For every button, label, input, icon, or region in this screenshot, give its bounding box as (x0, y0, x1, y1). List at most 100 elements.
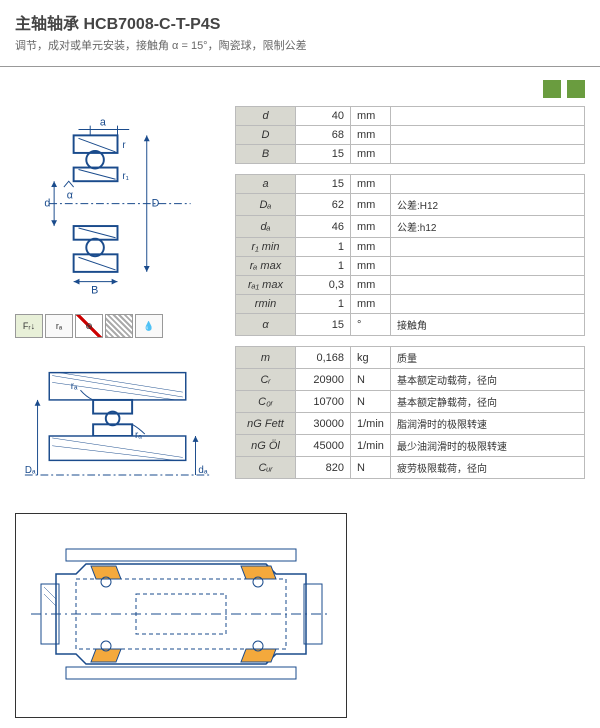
unit-cell: N (351, 391, 391, 413)
table-row: rₐ₁ max0,3mm (236, 276, 585, 295)
value-cell: 62 (296, 194, 351, 216)
bearing-right-top (241, 566, 276, 587)
unit-cell: mm (351, 276, 391, 295)
table-row: Cᵣ20900N基本额定动载荷，径向 (236, 369, 585, 391)
table-row: D68mm (236, 126, 585, 145)
pattern-icon (105, 314, 133, 338)
radius-icon: rₐ (45, 314, 73, 338)
symbol-cell: Cᵣ (236, 369, 296, 391)
subtitle: 调节，成对或单元安装，接触角 α = 15°，陶瓷球，限制公差 (15, 37, 585, 53)
value-cell: 1 (296, 238, 351, 257)
value-cell: 45000 (296, 435, 351, 457)
diagrams-column: a α d D B r r₁ Fᵣ↓ rₐ ⊗ 💧 (15, 106, 220, 503)
symbol-cell: nG Fett (236, 413, 296, 435)
unit-cell: mm (351, 257, 391, 276)
table-row: Dₐ62mm公差:H12 (236, 194, 585, 216)
desc-cell (391, 276, 585, 295)
divider (0, 66, 600, 67)
unit-cell: mm (351, 238, 391, 257)
bearing-left-bottom (91, 641, 121, 662)
unit-cell: N (351, 369, 391, 391)
desc-cell: 脂润滑时的极限转速 (391, 413, 585, 435)
table-row: d40mm (236, 107, 585, 126)
table-row: Cᵤᵣ820N疲劳极限载荷，径向 (236, 457, 585, 479)
unit-cell: 1/min (351, 435, 391, 457)
label-d: d (44, 198, 50, 210)
desc-cell (391, 295, 585, 314)
symbol-cell: Cᵤᵣ (236, 457, 296, 479)
bearing-cross-section: a α d D B r r₁ (15, 106, 220, 304)
value-cell: 0,168 (296, 347, 351, 369)
unit-cell: mm (351, 145, 391, 164)
table-row: r₁ min1mm (236, 238, 585, 257)
table-row: rmin1mm (236, 295, 585, 314)
table-row: α15°接触角 (236, 314, 585, 336)
table-row: nG Öl450001/min最少油润滑时的极限转速 (236, 435, 585, 457)
value-cell: 1 (296, 257, 351, 276)
value-cell: 1 (296, 295, 351, 314)
main-dimensions-table: d40mmD68mmB15mm (235, 106, 585, 164)
desc-cell (391, 145, 585, 164)
desc-cell: 公差:H12 (391, 194, 585, 216)
secondary-dimensions-table: a15mmDₐ62mm公差:H12dₐ46mm公差:h12r₁ min1mmrₐ… (235, 174, 585, 336)
action-icons (0, 75, 600, 106)
unit-cell: mm (351, 216, 391, 238)
label-B: B (91, 284, 98, 296)
value-cell: 15 (296, 314, 351, 336)
symbol-cell: B (236, 145, 296, 164)
table-row: a15mm (236, 175, 585, 194)
unit-cell: N (351, 457, 391, 479)
value-cell: 40 (296, 107, 351, 126)
bearing-left-top (91, 566, 121, 587)
unit-cell: mm (351, 194, 391, 216)
unit-cell: 1/min (351, 413, 391, 435)
unit-cell: mm (351, 175, 391, 194)
feature-icons: Fᵣ↓ rₐ ⊗ 💧 (15, 314, 220, 338)
symbol-cell: d (236, 107, 296, 126)
unit-cell: kg (351, 347, 391, 369)
desc-cell (391, 126, 585, 145)
performance-table: m0,168kg质量Cᵣ20900N基本额定动载荷，径向C₀ᵣ10700N基本额… (235, 346, 585, 479)
desc-cell (391, 238, 585, 257)
cross-icon: ⊗ (75, 314, 103, 338)
page-title: 主轴轴承 HCB7008-C-T-P4S (15, 10, 585, 34)
symbol-cell: dₐ (236, 216, 296, 238)
title-prefix: 主轴轴承 (15, 16, 83, 33)
symbol-cell: rₐ₁ max (236, 276, 296, 295)
value-cell: 46 (296, 216, 351, 238)
value-cell: 30000 (296, 413, 351, 435)
symbol-cell: rmin (236, 295, 296, 314)
svg-text:rₐ: rₐ (135, 430, 142, 441)
symbol-cell: α (236, 314, 296, 336)
table-row: dₐ46mm公差:h12 (236, 216, 585, 238)
unit-cell: mm (351, 295, 391, 314)
value-cell: 15 (296, 175, 351, 194)
desc-cell: 基本额定动载荷，径向 (391, 369, 585, 391)
label-da: dₐ (198, 465, 207, 476)
table-row: nG Fett300001/min脂润滑时的极限转速 (236, 413, 585, 435)
model-number: HCB7008-C-T-P4S (83, 16, 220, 33)
table-row: rₐ max1mm (236, 257, 585, 276)
lube-icon: 💧 (135, 314, 163, 338)
value-cell: 0,3 (296, 276, 351, 295)
desc-cell (391, 107, 585, 126)
label-r: r (122, 140, 126, 151)
symbol-cell: Dₐ (236, 194, 296, 216)
label-Da: Dₐ (25, 465, 36, 476)
value-cell: 20900 (296, 369, 351, 391)
svg-text:rₐ: rₐ (71, 381, 78, 392)
action-icon-1[interactable] (543, 80, 561, 98)
label-alpha: α (67, 190, 73, 202)
desc-cell: 基本额定静载荷，径向 (391, 391, 585, 413)
label-D: D (152, 198, 160, 210)
desc-cell: 质量 (391, 347, 585, 369)
symbol-cell: C₀ᵣ (236, 391, 296, 413)
label-r1: r₁ (122, 171, 129, 182)
spec-tables: d40mmD68mmB15mm a15mmDₐ62mm公差:H12dₐ46mm公… (235, 106, 585, 503)
action-icon-2[interactable] (567, 80, 585, 98)
symbol-cell: D (236, 126, 296, 145)
desc-cell: 疲劳极限载荷，径向 (391, 457, 585, 479)
unit-cell: mm (351, 126, 391, 145)
label-a: a (100, 117, 106, 129)
bearing-right-bottom (241, 641, 276, 662)
